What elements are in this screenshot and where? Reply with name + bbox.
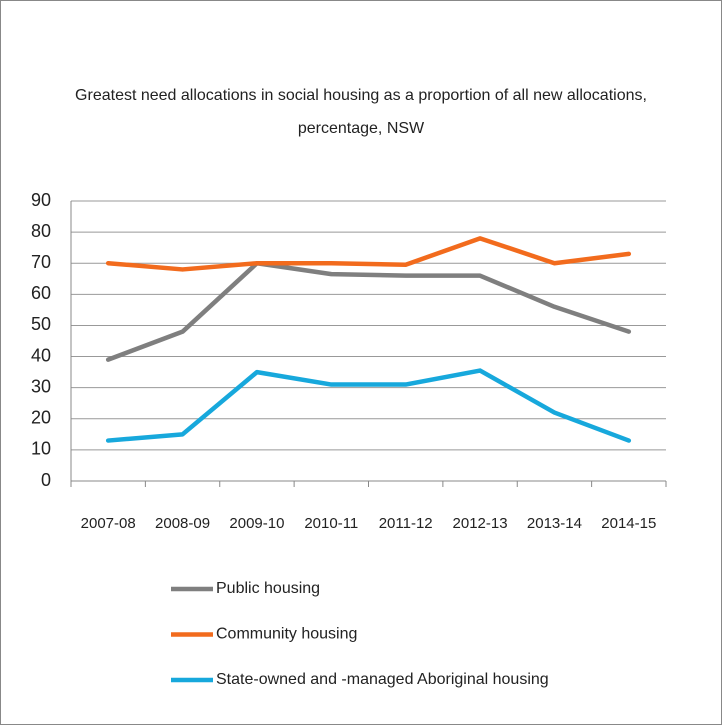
x-tick-label: 2013-14 <box>527 515 582 532</box>
y-tick-label: 40 <box>31 345 51 365</box>
y-tick-label: 50 <box>31 314 51 334</box>
x-tick-label: 2012-13 <box>453 515 508 532</box>
legend-label: Public housing <box>216 580 320 597</box>
chart-title: Greatest need allocations in social hous… <box>75 87 647 137</box>
y-tick-label: 70 <box>31 252 51 272</box>
x-tick-label: 2008-09 <box>155 515 210 532</box>
y-tick-label: 30 <box>31 376 51 396</box>
y-tick-label: 60 <box>31 283 51 303</box>
x-tick-label: 2014-15 <box>601 515 656 532</box>
x-tick-label: 2009-10 <box>229 515 284 532</box>
x-tick-label: 2010-11 <box>304 515 358 532</box>
x-tick-label: 2011-12 <box>379 515 433 532</box>
y-tick-label: 10 <box>31 439 51 459</box>
y-tick-label: 20 <box>31 408 51 428</box>
x-tick-label: 2007-08 <box>81 515 136 532</box>
series-line <box>105 236 632 272</box>
y-tick-label: 0 <box>41 470 51 490</box>
legend-label: State-owned and -managed Aboriginal hous… <box>216 671 549 688</box>
y-tick-label: 90 <box>31 190 51 210</box>
series-line <box>105 260 632 362</box>
y-tick-label: 80 <box>31 221 51 241</box>
series-line <box>105 368 632 443</box>
legend-label: Community housing <box>216 626 357 643</box>
